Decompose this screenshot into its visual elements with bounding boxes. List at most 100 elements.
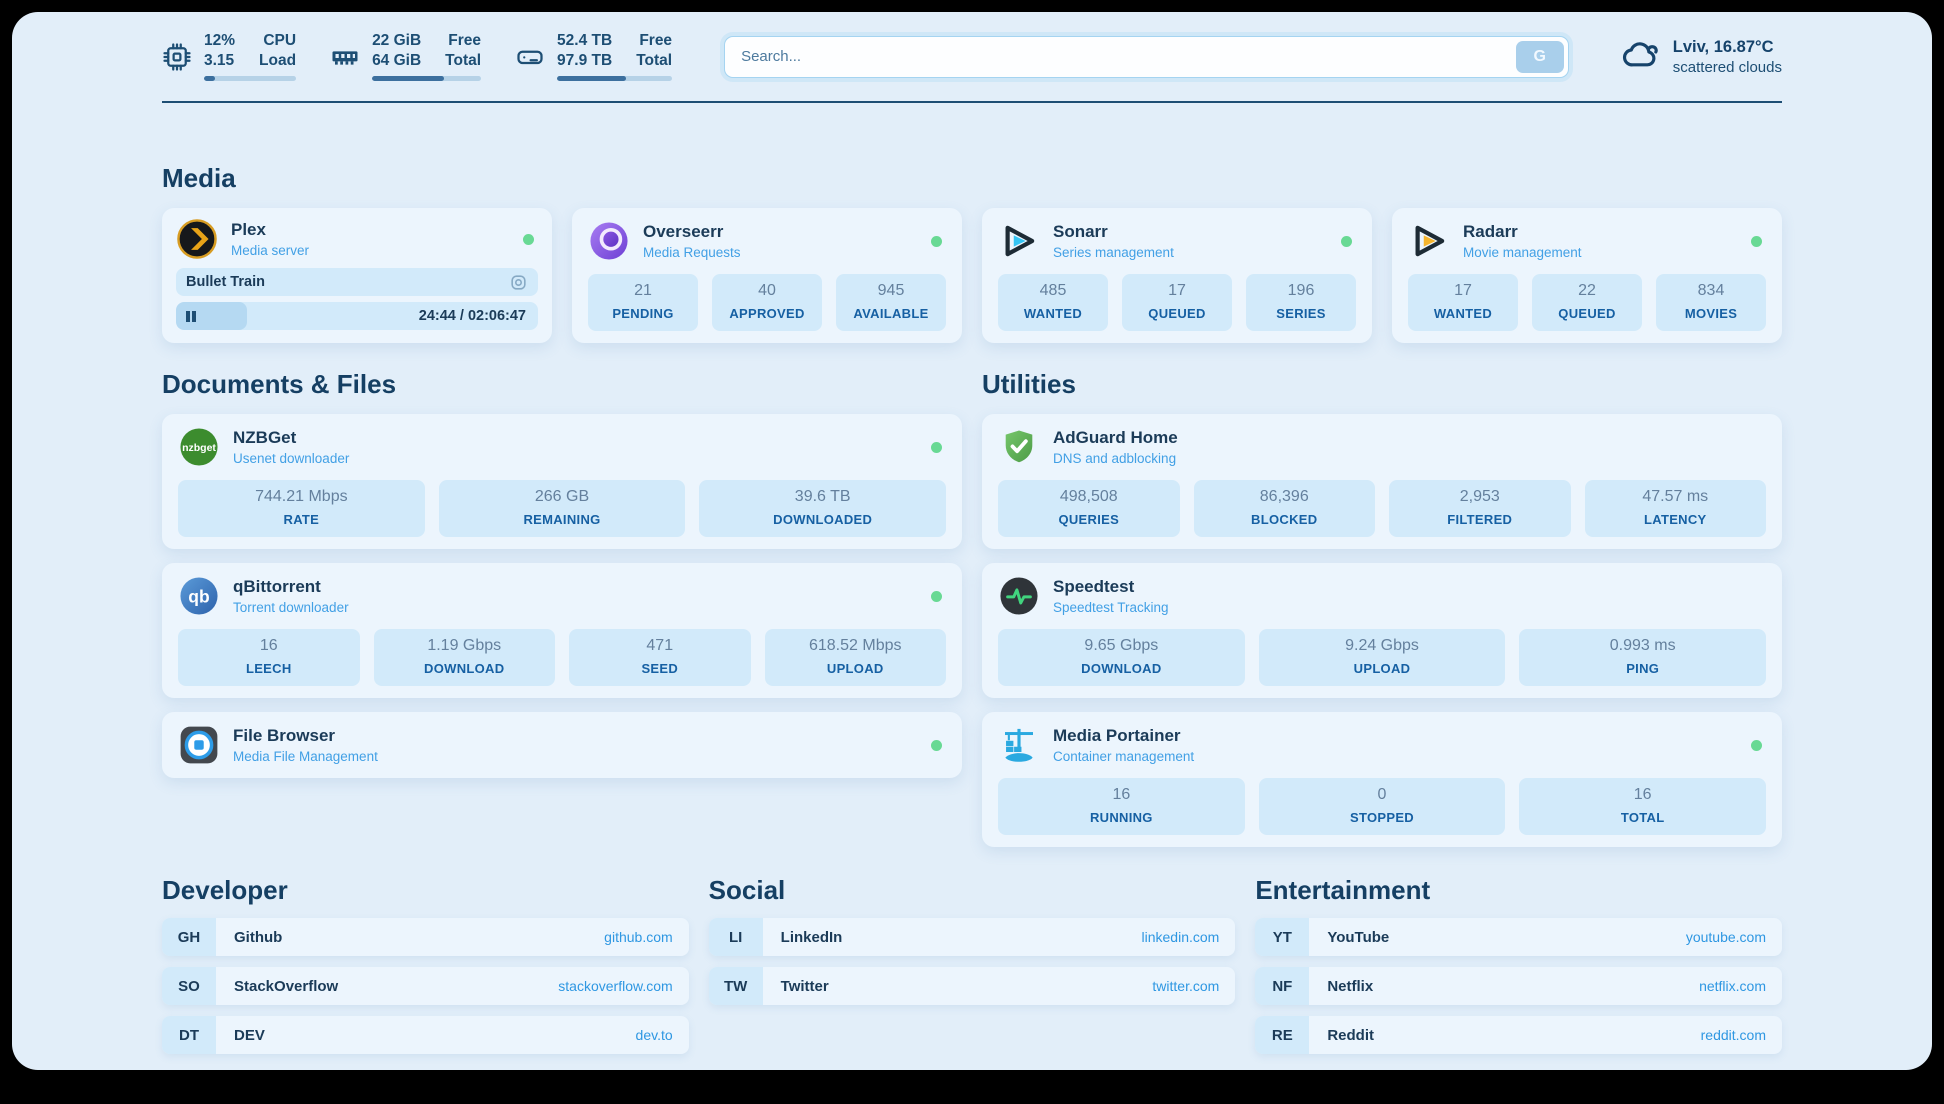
status-online-dot [1751,235,1762,247]
sonarr-icon [998,220,1040,262]
app-description: Media File Management [233,749,378,764]
bookmark-name: Netflix [1327,977,1374,995]
app-name[interactable]: Media Portainer [1053,726,1181,745]
qbittorrent-icon: qb [178,575,220,617]
app-name[interactable]: File Browser [233,726,336,745]
cpu-load-value: 3.15 [204,52,235,69]
disk-free-label: Free [639,32,673,49]
app-card-overseerr[interactable]: Overseerr Media Requests 21 PENDING 40 A… [572,208,962,343]
radarr-icon [1408,220,1450,262]
search-input[interactable] [724,35,1569,78]
bookmark-abbr-badge: GH [162,918,216,956]
playback-progress-bar[interactable]: 24:44 / 02:06:47 [176,302,538,330]
app-name[interactable]: Sonarr [1053,222,1108,241]
bookmark-stackoverflow[interactable]: SO StackOverflow stackoverflow.com [162,967,689,1005]
bookmark-name: Github [234,928,283,946]
bookmark-youtube[interactable]: YT YouTube youtube.com [1255,918,1782,956]
app-description: DNS and adblocking [1053,451,1177,466]
section-title-developer: Developer [162,875,288,905]
app-card-nzbget[interactable]: nzbget NZBGet Usenet downloader 74 [162,414,962,549]
app-card-radarr[interactable]: Radarr Movie management 17 WANTED 22 QUE… [1392,208,1782,343]
app-name[interactable]: Radarr [1463,222,1518,241]
stat-series: 196 SERIES [1246,274,1356,331]
disk-metric: 52.4 TB Free 97.9 TB Total [515,32,673,81]
app-description: Series management [1053,245,1174,260]
bookmark-abbr-badge: DT [162,1016,216,1054]
cpu-usage-value: 12% [204,32,236,49]
stat-blocked: 86,396 BLOCKED [1193,480,1375,537]
bookmark-name: Twitter [780,977,829,995]
stat-upload: 9.24 Gbps UPLOAD [1258,629,1506,686]
app-card-portainer[interactable]: Media Portainer Container management 16 … [982,712,1782,847]
app-description: Media server [231,243,310,258]
svg-text:nzbget: nzbget [182,442,216,454]
stat-movies: 834 MOVIES [1656,274,1766,331]
bookmark-twitter[interactable]: TW Twitter twitter.com [708,967,1236,1005]
app-description: Speedtest Tracking [1053,600,1169,615]
stat-leech: 16 LEECH [178,629,360,686]
bookmark-url: netflix.com [1699,978,1766,994]
bookmark-url: stackoverflow.com [558,978,673,994]
bookmark-name: LinkedIn [780,928,843,946]
documents-column: Documents & Files nzbget [162,369,962,847]
now-playing-title: Bullet Train [186,274,265,290]
app-name[interactable]: Overseerr [643,222,724,241]
bookmark-url: reddit.com [1700,1027,1766,1043]
bookmark-reddit[interactable]: RE Reddit reddit.com [1255,1016,1782,1054]
app-card-filebrowser[interactable]: File Browser Media File Management [162,712,962,778]
now-playing-bar: Bullet Train [176,268,538,296]
ram-free-value: 22 GiB [372,32,422,49]
ram-progress-bar [372,76,482,81]
stat-total: 16 TOTAL [1519,778,1767,835]
nzbget-icon: nzbget [178,426,220,468]
weather-condition: scattered clouds [1672,58,1782,76]
status-online-dot [931,441,942,453]
utilities-column: Utilities [982,369,1782,847]
stat-download: 9.65 Gbps DOWNLOAD [998,629,1245,686]
bookmark-github[interactable]: GH Github github.com [162,918,689,956]
svg-text:qb: qb [188,586,209,606]
overseerr-icon [588,220,630,262]
app-description: Usenet downloader [233,451,350,466]
camera-icon [509,273,528,292]
stat-seed: 471 SEED [569,629,751,686]
bookmark-netflix[interactable]: NF Netflix netflix.com [1255,967,1782,1005]
app-card-speedtest[interactable]: Speedtest Speedtest Tracking 9.65 Gbps D… [982,563,1782,698]
system-metrics: 12% CPU 3.15 Load [162,32,673,81]
cloud-icon [1621,34,1661,79]
weather-location-temp: Lviv, 16.87°C [1672,37,1774,56]
disk-progress-bar [557,76,673,81]
app-name[interactable]: Speedtest [1053,577,1135,596]
bookmark-url: youtube.com [1685,929,1766,945]
bookmark-group-social: Social LI LinkedIn linkedin.com TW Twitt… [708,875,1236,1065]
bookmark-url: dev.to [635,1027,673,1043]
app-card-plex[interactable]: Plex Media server Bullet Train [162,208,552,343]
app-name[interactable]: NZBGet [233,428,297,447]
ram-free-label: Free [448,32,482,49]
disk-free-value: 52.4 TB [557,32,613,49]
app-name[interactable]: Plex [231,220,266,239]
app-name[interactable]: AdGuard Home [1053,428,1178,447]
stat-downloaded: 39.6 TB DOWNLOADED [699,480,947,537]
ram-metric: 22 GiB Free 64 GiB Total [330,32,482,81]
ram-icon [330,42,360,72]
stat-upload: 618.52 Mbps UPLOAD [764,629,946,686]
app-card-adguard[interactable]: AdGuard Home DNS and adblocking 498,508 … [982,414,1782,549]
portainer-icon [998,724,1040,766]
ram-total-value: 64 GiB [372,52,422,69]
bookmark-name: StackOverflow [234,977,339,995]
search-engine-button[interactable]: G [1515,40,1564,73]
bookmark-dev[interactable]: DT DEV dev.to [162,1016,689,1054]
dashboard: 12% CPU 3.15 Load [12,12,1932,1070]
stat-approved: 40 APPROVED [712,274,822,331]
bookmark-linkedin[interactable]: LI LinkedIn linkedin.com [708,918,1236,956]
section-title-entertainment: Entertainment [1255,875,1431,905]
app-card-sonarr[interactable]: Sonarr Series management 485 WANTED 17 Q… [982,208,1372,343]
stat-pending: 21 PENDING [588,274,698,331]
app-name[interactable]: qBittorrent [233,577,321,596]
app-card-qbittorrent[interactable]: qb qBittorrent Torrent downloader [162,563,962,698]
status-online-dot [931,590,942,602]
weather-widget: Lviv, 16.87°C scattered clouds [1621,34,1782,79]
plex-icon [176,218,218,260]
topbar: 12% CPU 3.15 Load [162,32,1782,81]
